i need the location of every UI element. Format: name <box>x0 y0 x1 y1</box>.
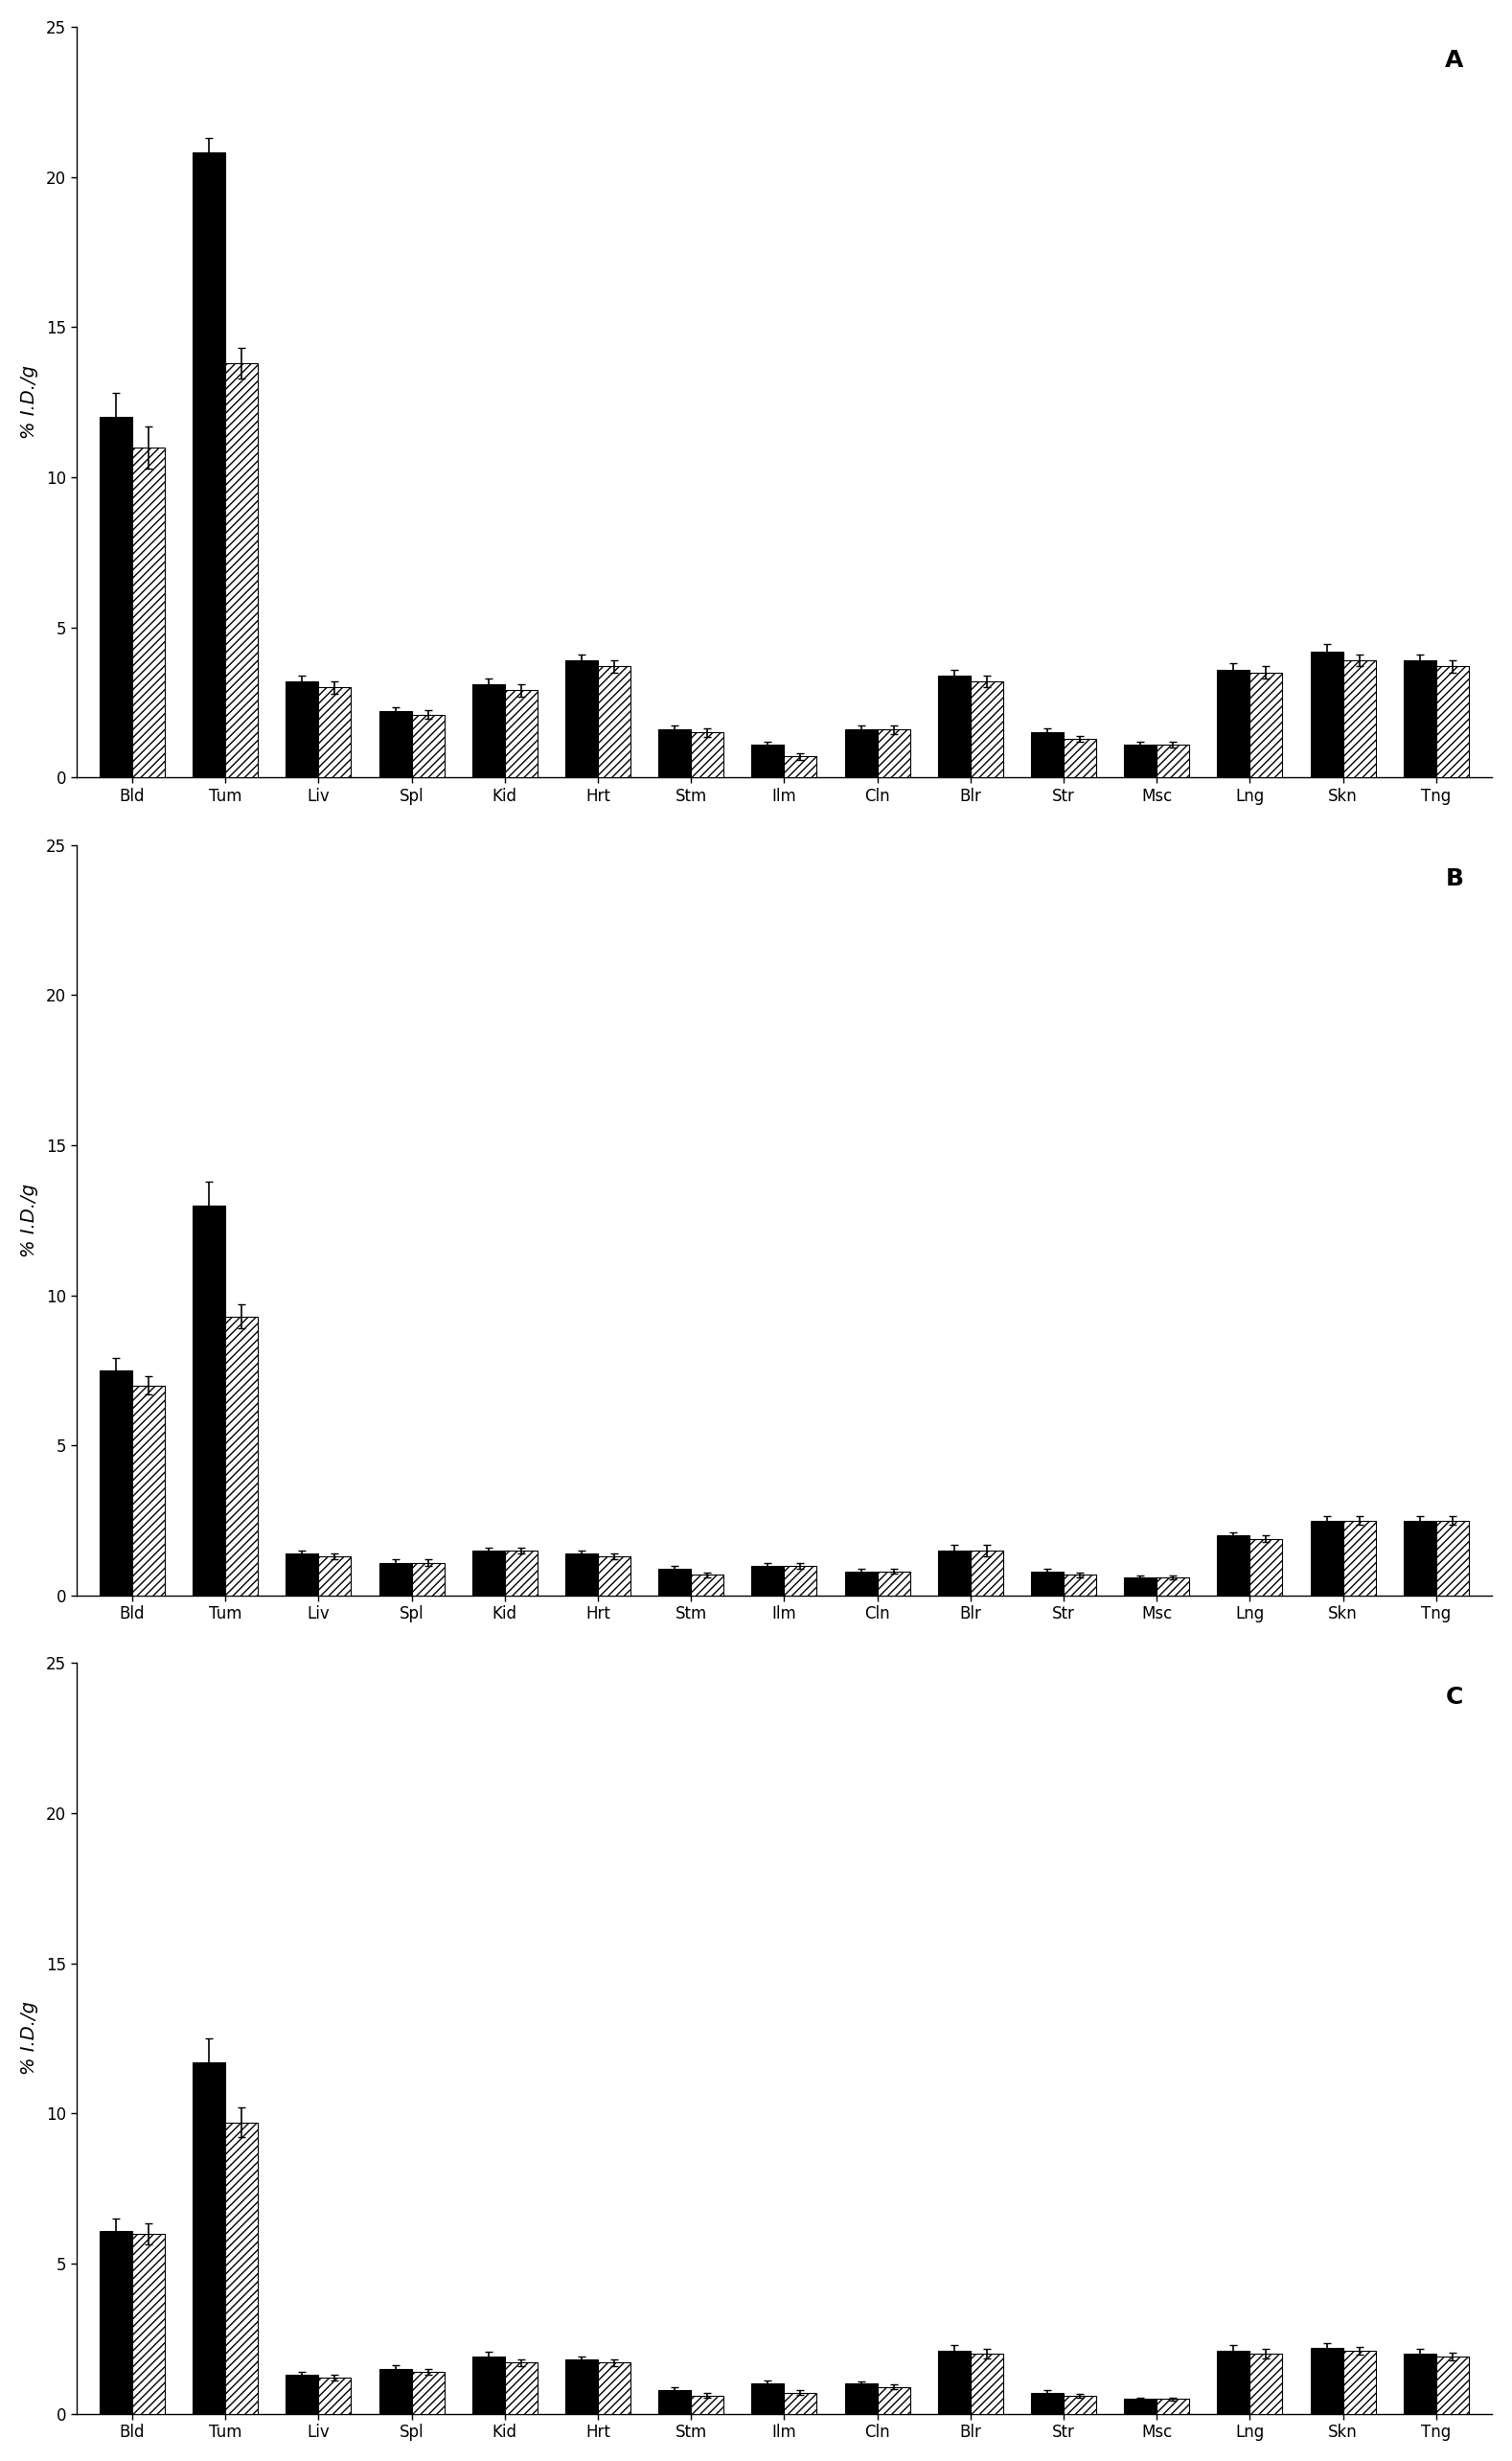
Bar <box>971 1550 1002 1595</box>
Bar <box>751 1565 785 1595</box>
Bar <box>1311 2348 1343 2414</box>
Bar <box>1217 2350 1250 2414</box>
Bar <box>597 1558 631 1595</box>
Bar <box>658 1568 691 1595</box>
Bar <box>472 684 505 778</box>
Y-axis label: % I.D./g: % I.D./g <box>20 1184 38 1258</box>
Bar <box>971 682 1002 778</box>
Bar <box>1250 672 1282 778</box>
Bar <box>877 2387 910 2414</box>
Bar <box>565 1553 597 1595</box>
Bar <box>1250 2353 1282 2414</box>
Bar <box>1063 738 1096 778</box>
Y-axis label: % I.D./g: % I.D./g <box>20 2001 38 2075</box>
Bar <box>1343 660 1376 778</box>
Bar <box>286 1553 319 1595</box>
Bar <box>597 667 631 778</box>
Bar <box>411 2372 445 2414</box>
Bar <box>691 2395 724 2414</box>
Bar <box>505 1550 537 1595</box>
Bar <box>877 1573 910 1595</box>
Bar <box>845 728 877 778</box>
Bar <box>286 2375 319 2414</box>
Bar <box>1123 746 1157 778</box>
Bar <box>751 2385 785 2414</box>
Bar <box>785 1565 816 1595</box>
Bar <box>1217 669 1250 778</box>
Bar <box>877 728 910 778</box>
Bar <box>380 1563 411 1595</box>
Bar <box>286 682 319 778</box>
Bar <box>565 660 597 778</box>
Bar <box>1250 1538 1282 1595</box>
Bar <box>691 733 724 778</box>
Bar <box>225 1317 259 1595</box>
Bar <box>1403 660 1436 778</box>
Bar <box>1123 2399 1157 2414</box>
Bar <box>132 2235 165 2414</box>
Bar <box>1343 2350 1376 2414</box>
Bar <box>751 746 785 778</box>
Bar <box>565 2360 597 2414</box>
Bar <box>194 153 225 778</box>
Bar <box>380 2370 411 2414</box>
Y-axis label: % I.D./g: % I.D./g <box>20 364 38 438</box>
Text: A: A <box>1445 49 1464 71</box>
Text: B: B <box>1445 866 1464 891</box>
Bar <box>937 2350 971 2414</box>
Bar <box>937 674 971 778</box>
Bar <box>785 2392 816 2414</box>
Bar <box>194 1206 225 1595</box>
Bar <box>1436 667 1468 778</box>
Bar <box>1217 1536 1250 1595</box>
Bar <box>1311 652 1343 778</box>
Bar <box>1311 1521 1343 1595</box>
Bar <box>132 1386 165 1595</box>
Bar <box>505 2363 537 2414</box>
Bar <box>1031 2392 1063 2414</box>
Bar <box>1157 2399 1190 2414</box>
Bar <box>472 2358 505 2414</box>
Bar <box>1031 733 1063 778</box>
Bar <box>319 687 351 778</box>
Bar <box>937 1550 971 1595</box>
Bar <box>380 711 411 778</box>
Bar <box>100 2230 132 2414</box>
Bar <box>1063 1575 1096 1595</box>
Bar <box>194 2062 225 2414</box>
Bar <box>1123 1578 1157 1595</box>
Bar <box>100 418 132 778</box>
Bar <box>1403 1521 1436 1595</box>
Bar <box>1031 1573 1063 1595</box>
Bar <box>1157 746 1190 778</box>
Bar <box>225 364 259 778</box>
Bar <box>505 692 537 778</box>
Bar <box>225 2121 259 2414</box>
Bar <box>658 728 691 778</box>
Bar <box>1403 2353 1436 2414</box>
Bar <box>411 714 445 778</box>
Bar <box>691 1575 724 1595</box>
Bar <box>1157 1578 1190 1595</box>
Bar <box>1063 2395 1096 2414</box>
Bar <box>971 2353 1002 2414</box>
Bar <box>845 2385 877 2414</box>
Bar <box>319 1558 351 1595</box>
Bar <box>1436 2358 1468 2414</box>
Text: C: C <box>1445 1686 1464 1708</box>
Bar <box>658 2390 691 2414</box>
Bar <box>319 2377 351 2414</box>
Bar <box>845 1573 877 1595</box>
Bar <box>100 1371 132 1595</box>
Bar <box>132 448 165 778</box>
Bar <box>1436 1521 1468 1595</box>
Bar <box>597 2363 631 2414</box>
Bar <box>472 1550 505 1595</box>
Bar <box>1343 1521 1376 1595</box>
Bar <box>411 1563 445 1595</box>
Bar <box>785 756 816 778</box>
